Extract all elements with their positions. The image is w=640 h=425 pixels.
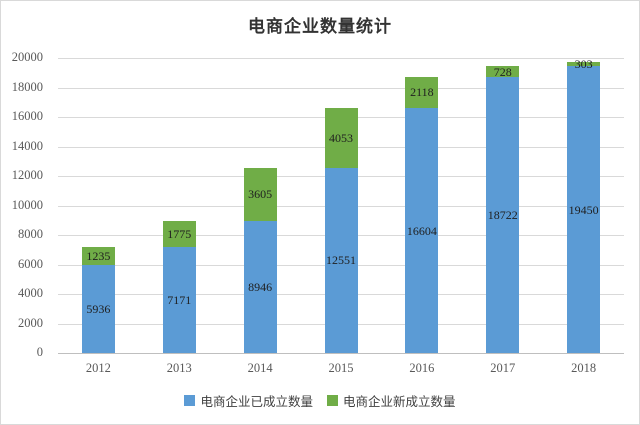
bar-segment-established: 8946 (243, 221, 277, 353)
bar-value-label: 12551 (326, 253, 356, 268)
y-tick-label: 4000 (18, 286, 43, 300)
legend: 电商企业已成立数量 电商企业新成立数量 (1, 391, 639, 410)
gridline (58, 87, 624, 89)
x-tick-label: 2018 (571, 361, 597, 375)
y-axis: 0 2000 4000 6000 8000 10000 12000 14000 16000 180… (1, 50, 49, 359)
y-tick-label: 20000 (11, 50, 43, 64)
bar-value-label: 1235 (86, 249, 111, 264)
y-tick-label: 16000 (11, 109, 43, 123)
bar-group: 8946 3605 (243, 167, 277, 353)
legend-item: 电商企业已成立数量 (184, 391, 313, 410)
y-tick-label: 12000 (11, 168, 43, 182)
y-tick-label: 10000 (11, 197, 43, 212)
bar-segment-new: 4053 (324, 108, 358, 168)
x-tick-label: 2016 (409, 361, 435, 375)
bar-value-label: 16604 (406, 223, 437, 238)
x-axis: 2012 2013 2014 2015 2016 2017 2018 (58, 361, 624, 381)
bar-segment-new: 728 (486, 64, 520, 79)
bar-value-label: 19450 (568, 202, 599, 217)
bar-value-label: 7171 (167, 293, 192, 308)
x-tick-label: 2013 (166, 361, 192, 375)
bar-segment-established: 7171 (162, 247, 196, 353)
bar-group: 18722 728 (486, 64, 520, 353)
bar-segment-new: 2118 (405, 76, 439, 109)
bar-value-label: 2118 (410, 85, 434, 100)
bar-group: 7171 1775 (162, 221, 196, 353)
bar-group: 19450 303 (567, 58, 601, 353)
y-tick-label: 8000 (18, 227, 43, 241)
bar-group: 16604 2118 (405, 76, 439, 353)
x-tick-label: 2014 (247, 361, 273, 375)
y-tick-label: 6000 (18, 256, 43, 271)
bar-group: 5936 1235 (81, 247, 115, 353)
gridline (58, 58, 624, 59)
bar-value-label: 1775 (167, 227, 192, 242)
bar-value-label: 728 (493, 64, 512, 79)
y-tick-label: 2000 (18, 315, 43, 330)
legend-swatch-new (327, 395, 338, 406)
y-tick-label: 0 (36, 345, 43, 359)
bar-segment-established: 18722 (486, 76, 520, 353)
x-axis-line (58, 353, 624, 354)
x-tick-label: 2012 (85, 361, 111, 375)
x-tick-label: 2015 (328, 361, 354, 375)
bar-value-label: 18722 (487, 207, 518, 222)
y-tick-label: 14000 (11, 138, 43, 153)
bar-segment-established: 19450 (567, 66, 601, 353)
bar-segment-new: 3605 (243, 167, 277, 222)
legend-label: 电商企业新成立数量 (343, 395, 456, 409)
bar-segment-established: 12551 (324, 167, 358, 353)
bar-value-label: 5936 (86, 302, 111, 317)
bar-value-label: 8946 (248, 280, 273, 295)
bar-value-label: 303 (574, 56, 593, 71)
chart-title: 电商企业数量统计 (248, 17, 392, 36)
bar-value-label: 3605 (248, 187, 273, 202)
legend-swatch-established (184, 395, 196, 406)
bar-value-label: 4053 (329, 130, 353, 145)
x-tick-label: 2017 (490, 361, 516, 375)
bar-segment-new: 1775 (162, 221, 196, 248)
legend-label: 电商企业已成立数量 (200, 395, 313, 409)
bar-segment-new: 303 (567, 58, 601, 70)
legend-item: 电商企业新成立数量 (327, 391, 456, 410)
bar-segment-established: 5936 (81, 265, 115, 353)
bar-segment-established: 16604 (405, 108, 439, 353)
y-tick-label: 18000 (11, 79, 43, 94)
bar-group: 12551 4053 (324, 108, 358, 353)
plot-area: 5936 1235 7171 1775 8946 3605 12551 4053 16604 21… (58, 58, 624, 354)
bar-segment-new: 1235 (81, 247, 115, 266)
